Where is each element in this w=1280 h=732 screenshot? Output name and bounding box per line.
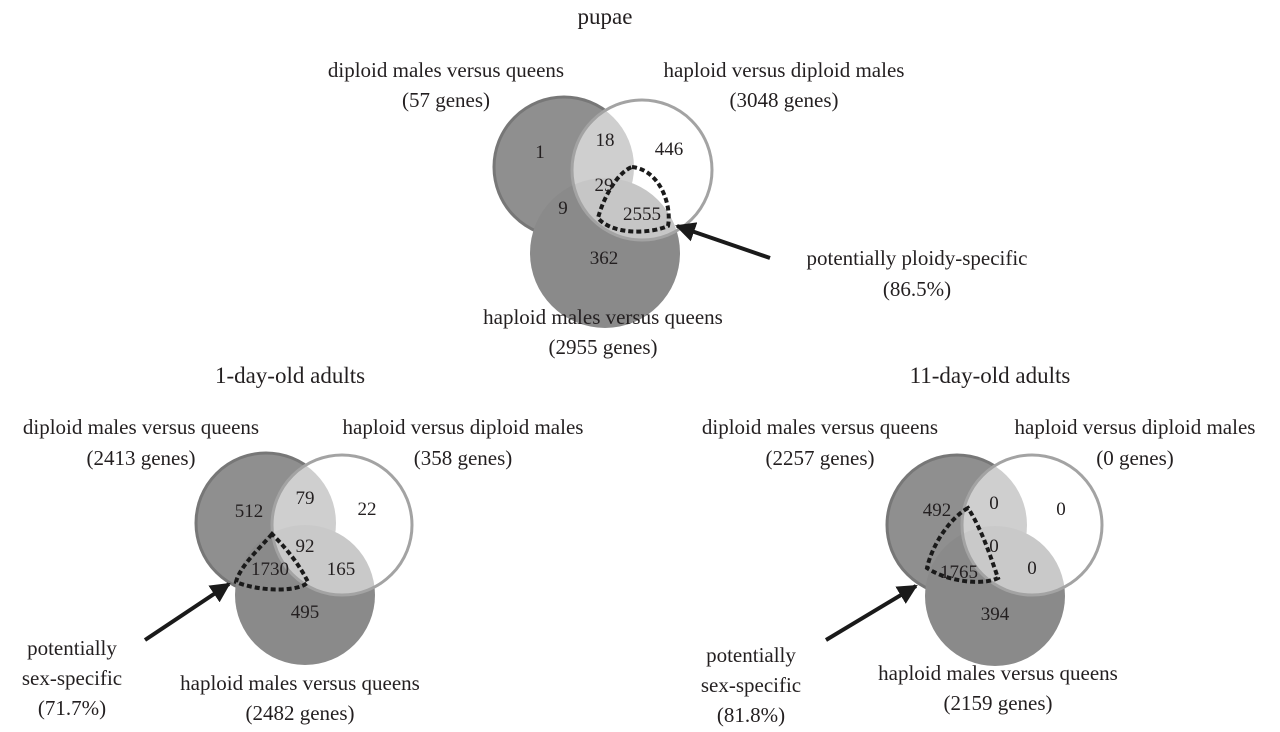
annotation-line1: potentially <box>706 643 796 667</box>
bc-overlap <box>962 526 1065 595</box>
region-b-only: 446 <box>655 139 684 160</box>
set-b-count: (0 genes) <box>1096 446 1174 470</box>
venn-diagram <box>885 453 1104 666</box>
annotation-arrow <box>824 584 918 642</box>
ploidy-specific-outline <box>595 164 671 234</box>
set-c-count: (2159 genes) <box>943 691 1052 715</box>
region-c-only: 362 <box>590 248 619 269</box>
set-a-count: (57 genes) <box>402 88 490 112</box>
set-c-label: haploid males versus queens <box>483 305 723 329</box>
region-c-only: 394 <box>981 604 1010 625</box>
annotation-line2: sex-specific <box>22 666 122 690</box>
sex-specific-outline <box>233 531 311 592</box>
set-b-count: (358 genes) <box>414 446 513 470</box>
set-a-count: (2413 genes) <box>86 446 195 470</box>
set-b-outline <box>270 453 414 597</box>
set-c-label: haploid males versus queens <box>878 661 1118 685</box>
set-a-label: diploid males versus queens <box>702 415 938 439</box>
region-ac: 1730 <box>251 559 289 580</box>
annotation-line2: (86.5%) <box>883 277 951 301</box>
sex-specific-outline <box>924 505 1001 584</box>
set-a-label: diploid males versus queens <box>23 415 259 439</box>
set-c-count: (2955 genes) <box>548 335 657 359</box>
region-ac: 1765 <box>940 562 978 583</box>
panel-1-day-old-adults: 1-day-old adults diploid males versus qu… <box>22 363 584 725</box>
venn-diagram <box>194 451 414 665</box>
region-a-only: 512 <box>235 501 264 522</box>
annotation-line3: (81.8%) <box>717 703 785 727</box>
set-b-label: haploid versus diploid males <box>1015 415 1256 439</box>
panel-pupae: pupae diploid males versus queens (57 ge… <box>328 4 1028 359</box>
set-b-outline <box>570 98 714 242</box>
set-c-count: (2482 genes) <box>245 701 354 725</box>
annotation-line1: potentially ploidy-specific <box>806 246 1027 270</box>
region-ab: 18 <box>596 130 615 151</box>
region-abc: 29 <box>595 175 614 196</box>
set-b-label: haploid versus diploid males <box>664 58 905 82</box>
region-b-only: 22 <box>358 499 377 520</box>
region-bc: 165 <box>327 559 356 580</box>
annotation-line2: sex-specific <box>701 673 801 697</box>
panel-title: 1-day-old adults <box>215 363 365 388</box>
bc-overlap <box>572 178 680 240</box>
set-a-label: diploid males versus queens <box>328 58 564 82</box>
region-abc: 92 <box>296 536 315 557</box>
region-bc: 0 <box>1027 558 1037 579</box>
set-b-outline <box>960 453 1104 597</box>
region-b-only: 0 <box>1056 499 1066 520</box>
bc-overlap <box>272 525 375 595</box>
region-a-only: 492 <box>923 500 952 521</box>
region-abc: 0 <box>989 536 999 557</box>
annotation-line3: (71.7%) <box>38 696 106 720</box>
set-b-count: (3048 genes) <box>729 88 838 112</box>
region-bc: 2555 <box>623 204 661 225</box>
region-ab: 0 <box>989 493 999 514</box>
panel-11-day-old-adults: 11-day-old adults diploid males versus q… <box>701 363 1256 727</box>
set-b-label: haploid versus diploid males <box>343 415 584 439</box>
venn-diagram <box>492 95 714 328</box>
set-c-label: haploid males versus queens <box>180 671 420 695</box>
annotation-arrow <box>675 222 771 260</box>
panel-title: pupae <box>578 4 633 29</box>
region-a-only: 1 <box>535 142 545 163</box>
annotation-line1: potentially <box>27 636 117 660</box>
panel-title: 11-day-old adults <box>910 363 1071 388</box>
annotation-arrow <box>143 582 231 642</box>
region-c-only: 495 <box>291 602 320 623</box>
region-ac: 9 <box>558 198 568 219</box>
set-a-count: (2257 genes) <box>765 446 874 470</box>
region-ab: 79 <box>296 488 315 509</box>
